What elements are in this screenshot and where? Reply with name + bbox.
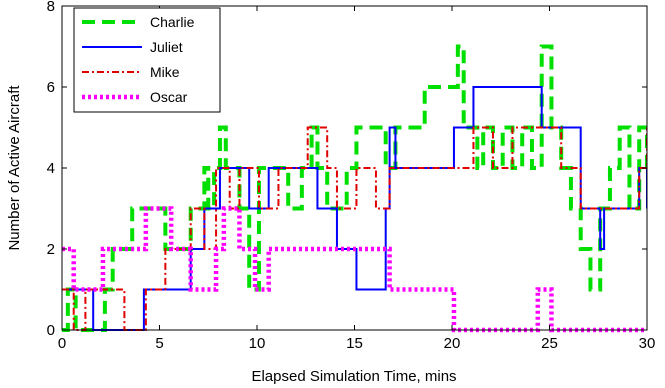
x-tick-label: 0 — [58, 335, 66, 352]
legend-label-juliet: Juliet — [150, 39, 183, 55]
legend-label-charlie: Charlie — [150, 14, 195, 30]
legend-box — [73, 7, 221, 113]
x-tick-label: 15 — [346, 335, 363, 352]
x-tick-label: 5 — [155, 335, 163, 352]
legend-label-oscar: Oscar — [150, 89, 188, 105]
legend: Charlie Juliet Mike Oscar — [73, 7, 221, 113]
x-tick-label: 25 — [541, 335, 558, 352]
x-axis-label: Elapsed Simulation Time, mins — [251, 368, 456, 385]
y-tick-label: 4 — [47, 160, 55, 177]
y-tick-label: 2 — [47, 241, 55, 258]
y-tick-label: 0 — [47, 322, 55, 339]
ticks-layer: 0 5 10 15 20 25 30 0 2 4 6 8 — [47, 0, 656, 352]
series-line-charlie — [62, 44, 647, 332]
legend-label-mike: Mike — [150, 64, 180, 80]
series-line-mike — [62, 126, 647, 331]
x-tick-label: 10 — [249, 335, 266, 352]
y-tick-label: 8 — [47, 0, 55, 15]
x-tick-label: 20 — [444, 335, 461, 352]
y-axis-label: Number of Active Aircraft — [6, 85, 23, 251]
x-tick-label: 30 — [639, 335, 656, 352]
y-tick-label: 6 — [47, 79, 55, 96]
